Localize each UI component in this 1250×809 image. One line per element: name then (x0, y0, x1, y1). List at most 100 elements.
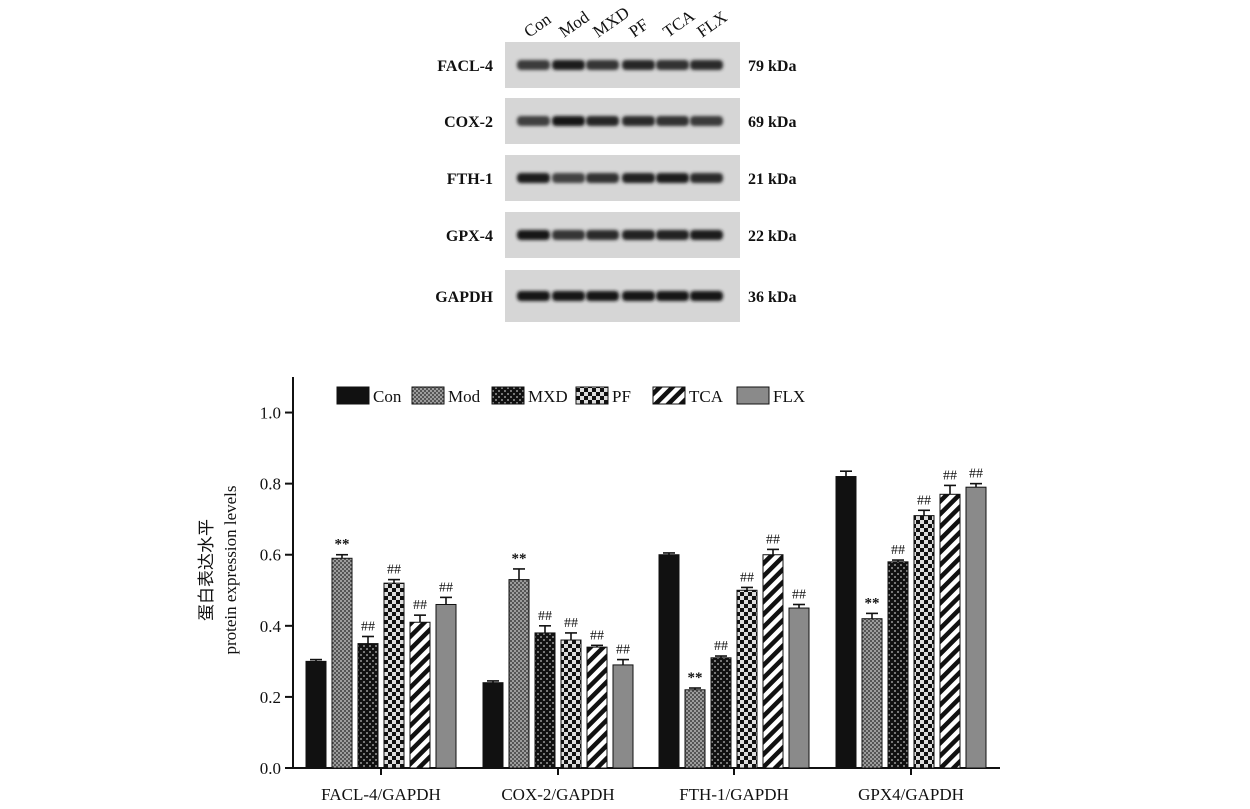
y-axis-label-chinese: 蛋白表达水平 (197, 519, 216, 621)
bar (331, 557, 353, 769)
blot-band (517, 173, 550, 183)
significance-label: ## (943, 468, 957, 483)
bars: ** ## ## ## ## ** ## ## ## ## ** ## ## ## ## ** ## ## ## ## (305, 467, 987, 769)
bar (586, 646, 608, 769)
x-tick-label: FTH-1/GAPDH (679, 785, 789, 804)
bar-chart: 蛋白表达水平 protein expression levels 0.0 0.2 0… (197, 377, 1000, 804)
bar (965, 486, 987, 769)
blot-row: COX-2 69 kDa (444, 98, 796, 144)
bar (887, 561, 909, 769)
protein-label: FACL-4 (437, 58, 493, 75)
blot-band (552, 230, 585, 240)
x-tick-label: GPX4/GAPDH (858, 785, 964, 804)
significance-label: ## (792, 587, 806, 602)
x-tick-label: COX-2/GAPDH (501, 785, 614, 804)
blot-band (622, 291, 655, 301)
lane-label: TCA (659, 6, 698, 41)
bar (383, 582, 405, 769)
blot-band (622, 116, 655, 126)
bar (710, 657, 732, 769)
y-tick-label: 0.0 (260, 759, 281, 778)
blot-band (656, 173, 689, 183)
y-tick-label: 0.4 (260, 617, 282, 636)
blot-band (622, 230, 655, 240)
blot-band (586, 60, 619, 70)
significance-label: ** (865, 595, 880, 611)
bar (305, 660, 327, 769)
bar (435, 603, 457, 769)
legend-item: FLX (736, 386, 805, 406)
legend-item: Con (336, 386, 402, 406)
x-tick-label: FACL-4/GAPDH (321, 785, 441, 804)
significance-label: ## (969, 467, 983, 482)
y-tick-label: 0.2 (260, 688, 281, 707)
molecular-weight-label: 21 kDa (748, 171, 796, 188)
significance-label: ## (387, 563, 401, 578)
bar (612, 664, 634, 769)
y-axis-label: protein expression levels (221, 485, 240, 654)
legend-item: PF (575, 386, 631, 406)
blot-band (517, 116, 550, 126)
blot-row: GPX-4 22 kDa (446, 212, 796, 258)
legend-swatch (575, 386, 609, 405)
bar (560, 639, 582, 769)
bar (762, 554, 784, 769)
blot-band (622, 60, 655, 70)
blot-band (690, 60, 723, 70)
protein-label: GPX-4 (446, 228, 493, 245)
bar (534, 632, 556, 769)
blot-band (586, 173, 619, 183)
legend-label: TCA (689, 387, 724, 406)
blot-band (552, 291, 585, 301)
y-tick-label: 0.8 (260, 475, 281, 494)
significance-label: ## (413, 598, 427, 613)
bar (913, 515, 935, 769)
legend-item: TCA (652, 386, 724, 406)
significance-label: ** (512, 551, 527, 567)
blot-band (656, 291, 689, 301)
significance-label: ## (766, 532, 780, 547)
legend-label: Con (373, 387, 402, 406)
bar (409, 621, 431, 769)
legend-label: MXD (528, 387, 568, 406)
axes: 0.0 0.2 0.4 0.6 0.8 1.0 FACL-4/GAPDH COX-2/GAPD… (260, 377, 1000, 804)
significance-label: ## (538, 609, 552, 624)
significance-label: ** (335, 537, 350, 553)
legend-swatch (491, 386, 525, 405)
molecular-weight-label: 36 kDa (748, 289, 796, 306)
significance-label: ** (688, 670, 703, 686)
legend-swatch (411, 386, 445, 405)
legend-swatch (736, 386, 770, 405)
legend-item: Mod (411, 386, 481, 406)
bar (939, 493, 961, 769)
legend-label: PF (612, 387, 631, 406)
blot-band (656, 116, 689, 126)
significance-label: ## (439, 580, 453, 595)
blot-band (586, 116, 619, 126)
bar (861, 618, 883, 769)
y-tick-label: 0.6 (260, 546, 281, 565)
significance-label: ## (616, 643, 630, 658)
bar (658, 554, 680, 769)
legend-label: Mod (448, 387, 481, 406)
blot-band (690, 116, 723, 126)
blot-band (586, 291, 619, 301)
significance-label: ## (714, 639, 728, 654)
significance-label: ## (740, 570, 754, 585)
significance-label: ## (564, 616, 578, 631)
blot-band (517, 60, 550, 70)
lane-label: Mod (555, 7, 593, 41)
bar (788, 607, 810, 769)
significance-label: ## (590, 628, 604, 643)
protein-label: FTH-1 (447, 171, 493, 188)
bar (736, 589, 758, 769)
blot-band (552, 116, 585, 126)
bar (835, 476, 857, 769)
lane-label: FLX (693, 7, 730, 41)
molecular-weight-label: 69 kDa (748, 114, 796, 131)
blot-band (552, 60, 585, 70)
legend-swatch (652, 386, 686, 405)
